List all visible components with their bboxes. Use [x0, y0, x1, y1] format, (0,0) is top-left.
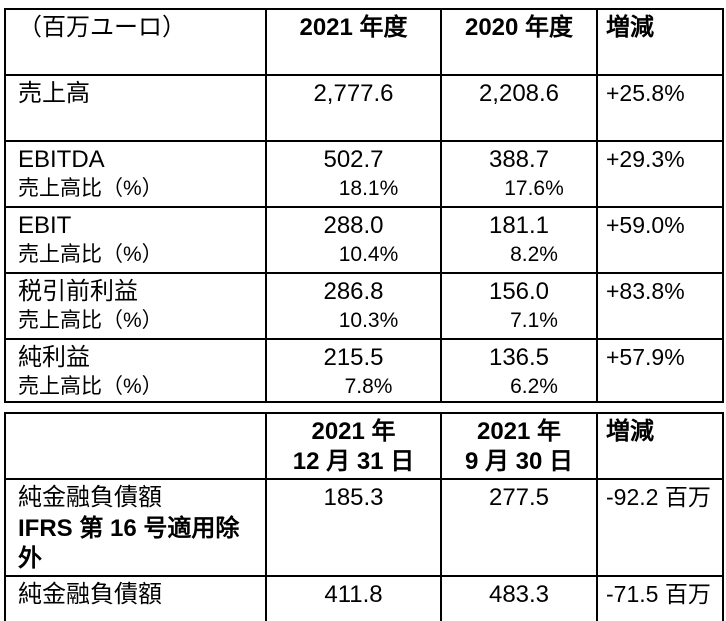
pct-2020: 17.6% [504, 176, 564, 200]
value-2020: 136.5 [488, 344, 550, 371]
change-header-cell: 増減 [596, 8, 724, 76]
annual-results-table: （百万ユーロ） 2021 年度 2020 年度 増減 売上高 2,777.6 2… [4, 8, 724, 403]
row-sublabel: 売上高比（%） [18, 176, 163, 200]
date1-line1: 2021 年 [311, 417, 396, 445]
net-financial-debt-table: 2021 年 12 月 31 日 2021 年 9 月 30 日 増減 純金融負… [4, 411, 724, 621]
change-header: 増減 [606, 417, 654, 445]
fy2020-header-cell: 2020 年度 [440, 8, 598, 76]
fy2021-header-cell: 2021 年度 [265, 8, 442, 76]
pct-2020: 8.2% [510, 242, 558, 266]
table-row-pretax-profit: 税引前利益 売上高比（%） 286.8 10.3% 156.0 7.1% +83… [4, 272, 724, 340]
fy2021-header: 2021 年度 [299, 14, 408, 41]
row-sublabel: 売上高比（%） [18, 374, 163, 398]
date2-line1: 2021 年 [476, 417, 562, 445]
value-2021: 502.7 [323, 146, 384, 173]
row-label: 純金融負債額 [18, 484, 162, 512]
row-label: EBIT [18, 212, 72, 239]
fy2020-header: 2020 年度 [464, 14, 574, 41]
empty-header-cell [4, 411, 267, 481]
value-2021: 2,777.6 [313, 80, 394, 107]
value-dec31: 185.3 [323, 484, 384, 512]
row-label: 税引前利益 [18, 278, 138, 305]
change-value: -71.5 百万 [606, 581, 711, 608]
value-2021: 286.8 [323, 278, 384, 305]
date2-header-cell: 2021 年 9 月 30 日 [440, 411, 598, 481]
change-value: +83.8% [606, 278, 685, 304]
value-2020: 156.0 [488, 278, 550, 305]
value-2020: 181.1 [488, 212, 550, 239]
annual-header-row: （百万ユーロ） 2021 年度 2020 年度 増減 [4, 8, 724, 76]
pct-2021: 7.8% [344, 374, 393, 398]
table-gap [4, 403, 722, 412]
change-value: +29.3% [606, 146, 685, 172]
value-2021: 288.0 [323, 212, 384, 239]
change-value: +57.9% [606, 344, 685, 370]
value-2020: 388.7 [488, 146, 550, 173]
value-sep30: 277.5 [488, 484, 550, 512]
debt-header-row: 2021 年 12 月 31 日 2021 年 9 月 30 日 増減 [4, 411, 724, 481]
pct-2021: 10.3% [338, 308, 399, 332]
date2-line2: 9 月 30 日 [464, 448, 574, 476]
table-row-net-profit: 純利益 売上高比（%） 215.5 7.8% 136.5 6.2% +57.9% [4, 338, 724, 403]
value-2021: 215.5 [323, 344, 384, 371]
table-row-net-debt-ex-ifrs16: 純金融負債額 IFRS 第 16 号適用除外 185.3 277.5 -92.2… [4, 478, 724, 578]
change-value: +25.8% [606, 80, 685, 106]
unit-label: （百万ユーロ） [18, 14, 186, 41]
row-sublabel: 売上高比（%） [18, 242, 163, 266]
pct-2021: 10.4% [338, 242, 399, 266]
table-row-ebit: EBIT 売上高比（%） 288.0 10.4% 181.1 8.2% +59.… [4, 206, 724, 274]
change-value: +59.0% [606, 212, 685, 238]
row-label: 純金融負債額 [18, 581, 162, 609]
pct-2020: 6.2% [510, 374, 558, 398]
row-label: EBITDA [18, 146, 105, 173]
change-header-cell: 増減 [596, 411, 724, 481]
pct-2020: 7.1% [510, 308, 558, 332]
row-label: 売上高 [18, 80, 90, 107]
change-value: -92.2 百万 [606, 484, 711, 511]
unit-label-cell: （百万ユーロ） [4, 8, 267, 76]
row-sublabel: 売上高比（%） [18, 308, 163, 332]
value-sep30: 483.3 [488, 581, 550, 609]
value-dec31: 411.8 [324, 581, 383, 609]
value-2020: 2,208.6 [478, 80, 560, 107]
pct-2021: 18.1% [338, 176, 399, 200]
change-header: 増減 [606, 14, 654, 41]
table-row-net-debt: 純金融負債額 411.8 483.3 -71.5 百万 [4, 575, 724, 621]
date1-header-cell: 2021 年 12 月 31 日 [265, 411, 442, 481]
table-row-ebitda: EBITDA 売上高比（%） 502.7 18.1% 388.7 17.6% +… [4, 140, 724, 208]
row-sublabel-ifrs16: IFRS 第 16 号適用除外 [18, 514, 240, 573]
date1-line2: 12 月 31 日 [292, 448, 415, 476]
row-label: 純利益 [18, 344, 90, 371]
table-row-revenue: 売上高 2,777.6 2,208.6 +25.8% [4, 74, 724, 142]
